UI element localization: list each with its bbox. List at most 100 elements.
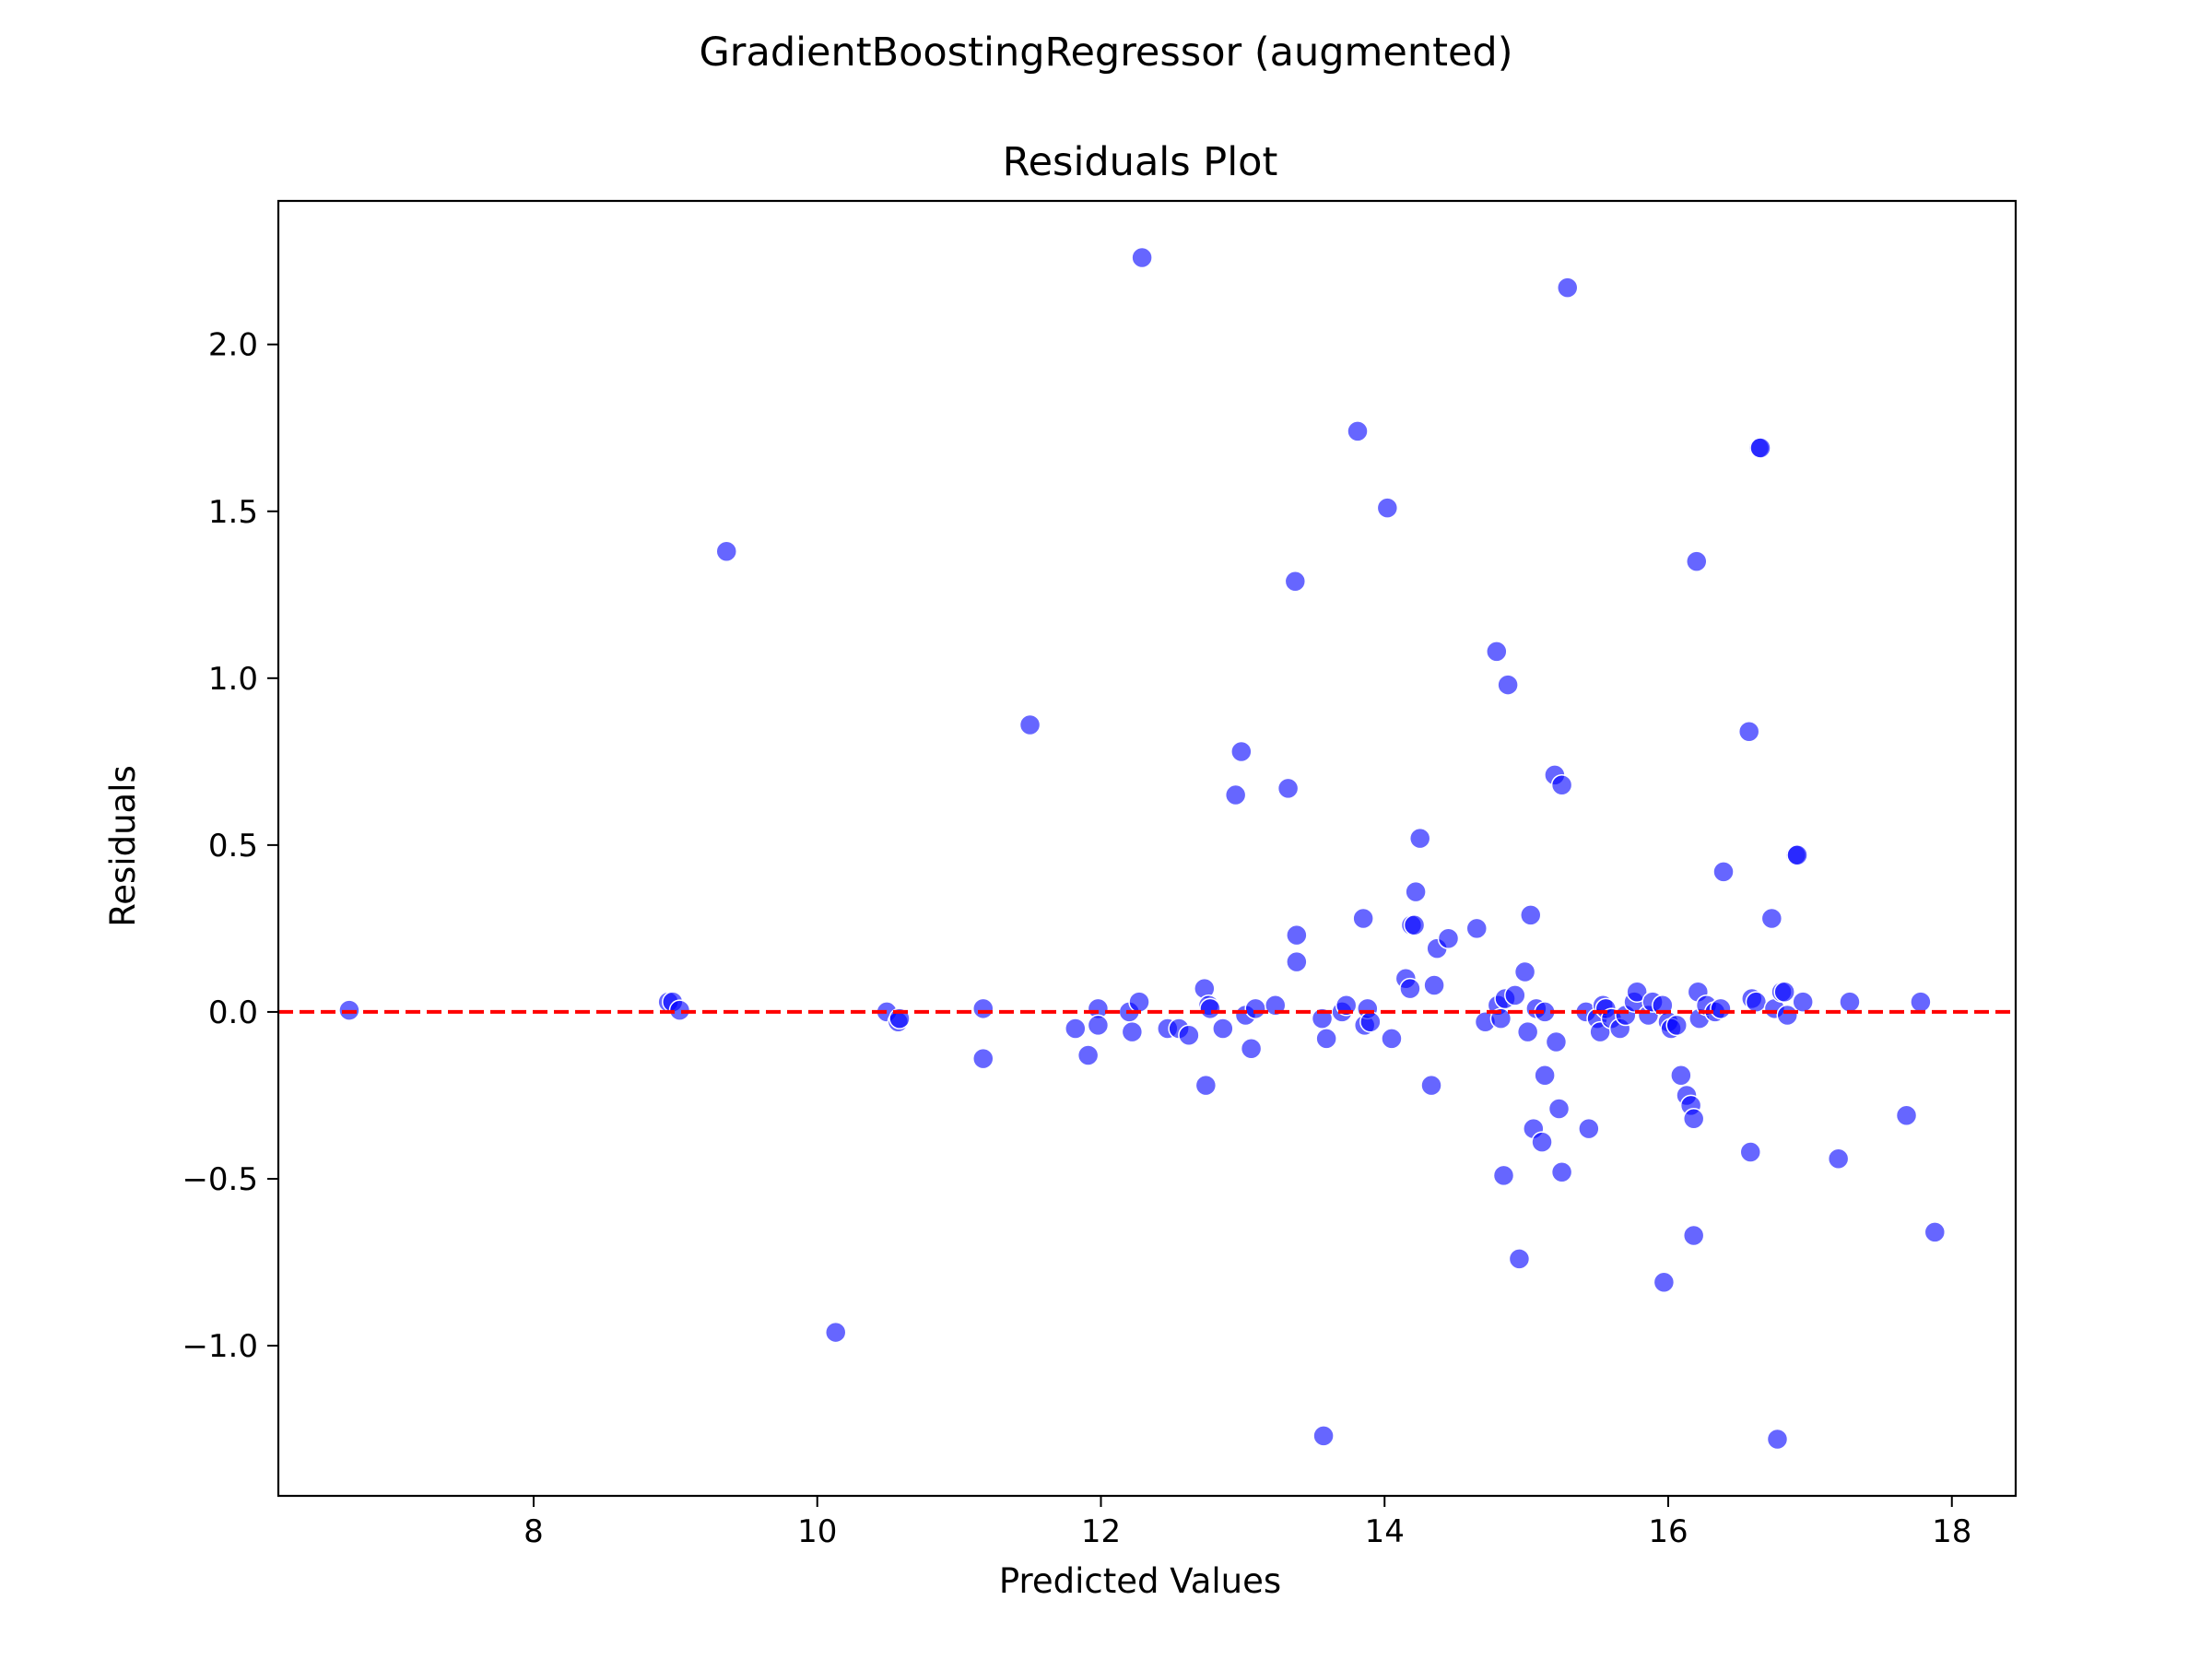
data-point-35 [1284, 571, 1307, 593]
x-tick-label-0: 8 [524, 1513, 544, 1550]
data-point-115 [1739, 1141, 1761, 1163]
data-point-98 [1653, 1271, 1676, 1293]
data-point-57 [1423, 974, 1445, 996]
data-point-37 [1286, 950, 1308, 973]
data-point-34 [1277, 777, 1300, 800]
data-point-49 [1381, 1028, 1403, 1050]
data-point-62 [1486, 641, 1508, 663]
data-point-113 [1712, 861, 1735, 883]
data-point-82 [1550, 1161, 1573, 1183]
data-point-94 [1626, 981, 1648, 1003]
data-point-67 [1497, 674, 1519, 696]
data-point-27 [1212, 1018, 1234, 1040]
data-point-129 [1827, 1147, 1850, 1171]
y-tick-label-2: 0.0 [208, 994, 258, 1031]
data-point-15 [1087, 1014, 1110, 1037]
data-point-80 [1547, 1098, 1571, 1120]
data-point-48 [1376, 497, 1399, 519]
data-point-26 [1199, 997, 1221, 1020]
y-axis-label: Residuals [103, 765, 143, 927]
data-point-22 [1178, 1024, 1200, 1047]
x-axis-label: Predicted Values [999, 1561, 1281, 1601]
data-point-101 [1665, 1014, 1688, 1037]
y-axis-ticks: −1.0 −0.5 0.0 0.5 1.0 1.5 2.0 [182, 327, 278, 1365]
data-point-11 [1018, 713, 1041, 736]
y-tick-label-1: −0.5 [182, 1161, 258, 1198]
data-point-76 [1534, 1064, 1556, 1087]
data-point-128 [1792, 991, 1814, 1013]
data-point-29 [1230, 740, 1253, 763]
y-tick-label-3: 0.5 [208, 828, 258, 865]
x-tick-label-3: 14 [1365, 1513, 1405, 1550]
data-point-70 [1513, 960, 1536, 983]
data-point-31 [1240, 1038, 1263, 1060]
data-point-9 [972, 997, 994, 1020]
data-point-83 [1556, 276, 1579, 299]
y-tick-label-6: 2.0 [208, 327, 258, 364]
data-point-102 [1670, 1064, 1692, 1087]
data-point-54 [1405, 880, 1427, 903]
y-tick-label-5: 1.5 [208, 494, 258, 531]
data-point-75 [1531, 1131, 1553, 1153]
data-point-47 [1359, 1011, 1382, 1033]
data-point-81 [1550, 773, 1573, 796]
data-point-4 [715, 540, 738, 562]
data-point-122 [1766, 1428, 1789, 1451]
data-point-55 [1408, 827, 1431, 850]
data-point-59 [1437, 927, 1460, 950]
data-point-24 [1194, 1074, 1218, 1097]
data-point-18 [1128, 991, 1150, 1013]
data-point-114 [1737, 721, 1760, 743]
data-point-5 [824, 1321, 847, 1344]
data-point-131 [1895, 1104, 1918, 1126]
data-point-133 [1924, 1221, 1947, 1243]
data-point-107 [1686, 550, 1708, 572]
data-point-69 [1508, 1248, 1531, 1270]
data-point-105 [1682, 1108, 1705, 1130]
data-point-28 [1224, 783, 1247, 806]
figure-suptitle: GradientBoostingRegressor (augmented) [699, 29, 1512, 76]
y-tick-label-4: 1.0 [208, 661, 258, 698]
x-tick-label-2: 12 [1081, 1513, 1121, 1550]
data-point-85 [1578, 1117, 1600, 1140]
data-point-112 [1710, 997, 1732, 1020]
data-point-79 [1545, 1030, 1568, 1053]
data-point-17 [1121, 1020, 1144, 1043]
data-point-56 [1420, 1074, 1442, 1097]
data-point-51 [1399, 977, 1421, 1000]
data-point-65 [1492, 1164, 1515, 1187]
data-point-130 [1839, 991, 1861, 1013]
x-tick-label-1: 10 [797, 1513, 837, 1550]
data-point-127 [1786, 843, 1808, 866]
data-point-32 [1244, 997, 1266, 1020]
data-point-44 [1352, 907, 1374, 930]
y-tick-label-0: −1.0 [182, 1328, 258, 1365]
data-point-39 [1312, 1425, 1335, 1447]
data-point-117 [1745, 991, 1768, 1013]
data-point-10 [972, 1047, 994, 1070]
data-point-40 [1315, 1028, 1337, 1050]
data-point-72 [1519, 904, 1542, 926]
x-tick-label-5: 18 [1932, 1513, 1971, 1550]
data-point-106 [1682, 1224, 1705, 1247]
data-point-19 [1131, 246, 1153, 269]
data-point-13 [1077, 1044, 1100, 1066]
x-tick-label-4: 16 [1648, 1513, 1688, 1550]
data-point-12 [1065, 1018, 1087, 1040]
data-point-43 [1347, 420, 1369, 442]
data-point-60 [1465, 917, 1488, 940]
data-point-68 [1504, 984, 1526, 1006]
plot-area [276, 199, 2018, 1498]
x-axis-ticks: 8 10 12 14 16 18 [524, 1496, 1971, 1550]
data-point-132 [1910, 991, 1932, 1013]
data-point-36 [1286, 924, 1308, 947]
chart-title: Residuals Plot [1003, 139, 1278, 185]
data-point-120 [1760, 907, 1783, 930]
data-point-53 [1403, 914, 1426, 936]
data-point-71 [1516, 1020, 1539, 1043]
data-point-124 [1773, 981, 1795, 1003]
axes-frame [276, 199, 2018, 1498]
